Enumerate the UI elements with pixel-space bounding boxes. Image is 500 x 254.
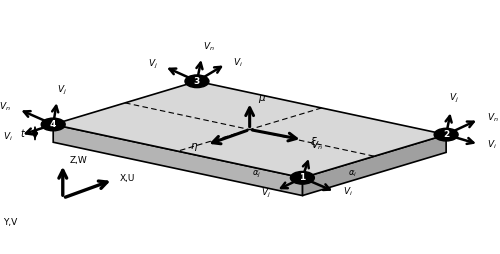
Text: $V_i$: $V_i$ (487, 138, 496, 151)
Circle shape (185, 75, 209, 88)
Text: 1: 1 (299, 173, 306, 182)
Text: $V_n$: $V_n$ (202, 40, 214, 53)
Text: $V_i$: $V_i$ (233, 57, 243, 69)
Circle shape (434, 128, 458, 141)
Text: Z,W: Z,W (70, 155, 87, 165)
Text: 3: 3 (194, 77, 200, 86)
Text: $\alpha_j$: $\alpha_j$ (252, 168, 262, 180)
Text: $V_i$: $V_i$ (343, 185, 353, 198)
Text: 2: 2 (443, 130, 450, 139)
Text: $V_j$: $V_j$ (262, 187, 271, 200)
Polygon shape (53, 124, 302, 196)
Text: $V_j$: $V_j$ (57, 83, 67, 97)
Text: $V_j$: $V_j$ (448, 92, 458, 105)
Text: $V_n$: $V_n$ (311, 140, 323, 152)
Text: $t$: $t$ (20, 127, 26, 139)
Text: $V_i$: $V_i$ (2, 130, 12, 143)
Text: $\xi$: $\xi$ (310, 135, 318, 149)
Text: $\mu$: $\mu$ (258, 93, 266, 105)
Polygon shape (53, 81, 446, 178)
Text: X,U: X,U (120, 174, 134, 183)
Text: 4: 4 (50, 120, 56, 129)
Circle shape (290, 171, 314, 184)
Text: $V_n$: $V_n$ (487, 112, 498, 124)
Circle shape (41, 118, 65, 131)
Text: Y,V: Y,V (3, 218, 17, 227)
Text: $\alpha_i$: $\alpha_i$ (348, 169, 358, 179)
Polygon shape (302, 135, 446, 196)
Text: $\eta$: $\eta$ (190, 141, 198, 153)
Text: $V_n$: $V_n$ (0, 101, 11, 114)
Text: $V_j$: $V_j$ (148, 58, 158, 71)
